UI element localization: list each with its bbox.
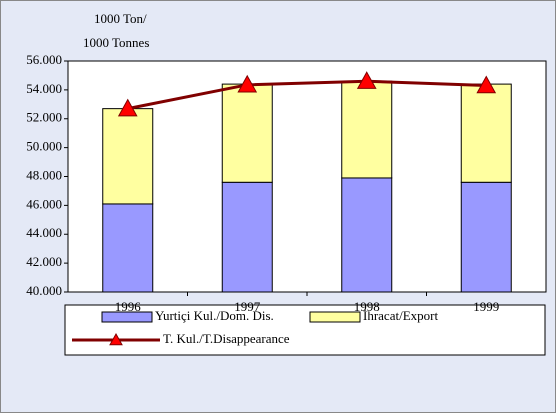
y-tick-label: 40.000 (26, 283, 62, 298)
line-marker (476, 75, 497, 94)
y-tick-label: 56.000 (26, 52, 62, 67)
legend-marker (109, 332, 123, 346)
bar-segment (460, 181, 512, 293)
bar-segment (460, 83, 512, 183)
y-tick-label: 54.000 (26, 81, 62, 96)
x-tick-label: 1998 (354, 299, 380, 314)
legend-label: İhracat/Export (363, 308, 438, 323)
y-tick-label: 52.000 (26, 110, 62, 125)
legend-label: T. Kul./T.Disappearance (163, 331, 290, 346)
y-tick-label: 48.000 (26, 167, 62, 182)
y-tick-label: 50.000 (26, 139, 62, 154)
y-tick-label: 46.000 (26, 196, 62, 211)
y-tick-label: 44.000 (26, 225, 62, 240)
x-tick-label: 1996 (115, 299, 142, 314)
line-marker (237, 74, 258, 93)
legend-label: Yurtiçi Kul./Dom. Dis. (155, 308, 274, 323)
bar-segment (221, 83, 273, 183)
line (127, 79, 487, 111)
y-axis-label: 1000 Tonnes (83, 35, 149, 50)
y-axis-label: 1000 Ton/ (94, 11, 147, 26)
x-tick-label: 1999 (473, 299, 499, 314)
legend-swatch (101, 311, 153, 323)
y-tick-label: 42.000 (26, 254, 62, 269)
bar-segment (341, 177, 393, 293)
bar-segment (221, 181, 273, 293)
bar-segment (102, 108, 154, 205)
line-marker (356, 71, 377, 89)
bar-segment (102, 203, 154, 293)
bar-segment (341, 80, 393, 179)
line-marker (117, 98, 138, 117)
x-tick-label: 1997 (234, 299, 261, 314)
legend-swatch (309, 311, 361, 323)
